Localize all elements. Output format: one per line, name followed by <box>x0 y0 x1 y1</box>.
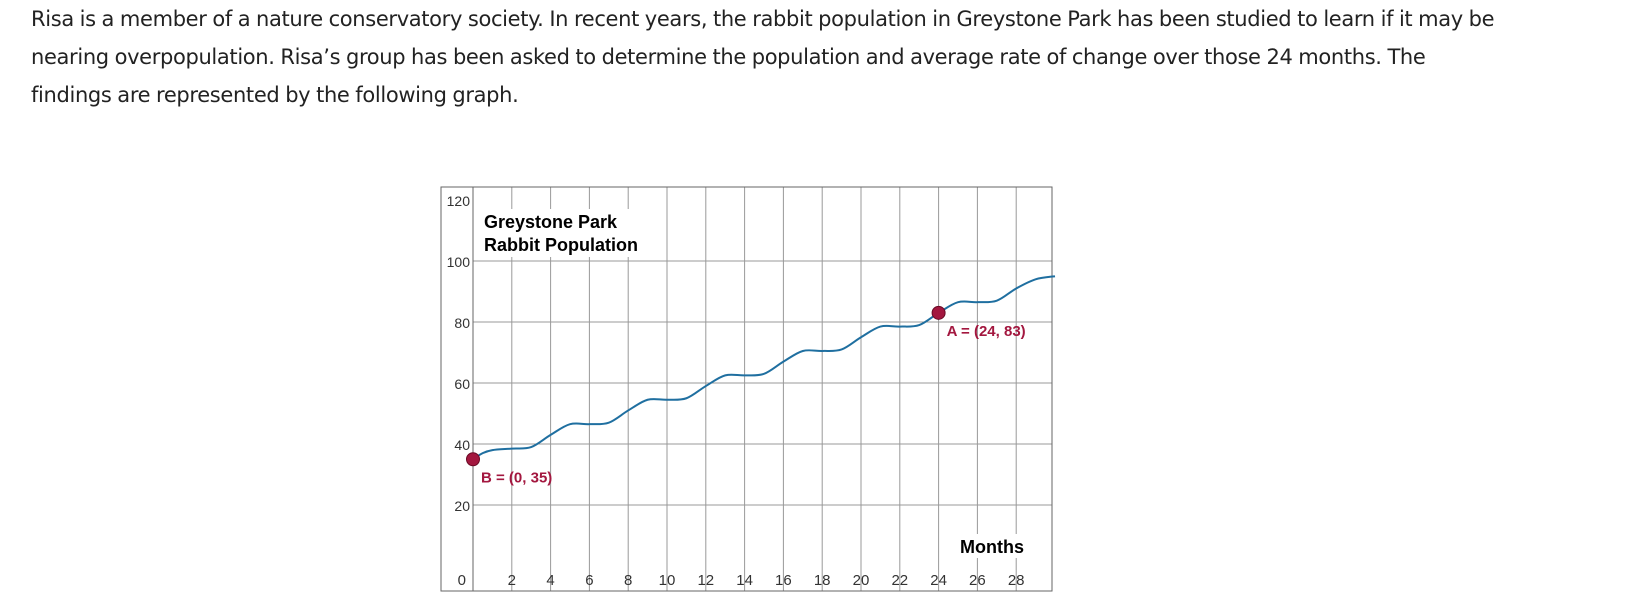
x-tick-label: 2 <box>508 572 516 589</box>
title-background <box>481 209 646 257</box>
chart-frame <box>440 186 1053 592</box>
problem-text: Risa is a member of a nature conservator… <box>31 7 1495 107</box>
y-tick-label: 80 <box>454 315 470 331</box>
y-tick-label: 20 <box>454 498 470 514</box>
x-tick-label: 4 <box>546 572 554 589</box>
x-tick-label: 28 <box>1008 572 1025 589</box>
x-tick-label: 0 <box>458 572 466 589</box>
chart-title-line1: Greystone Park <box>484 212 618 232</box>
horizontal-gridlines <box>473 260 1052 506</box>
y-tick-label: 60 <box>454 376 470 392</box>
y-tick-label: 40 <box>454 437 470 453</box>
x-tick-label: 18 <box>814 572 831 589</box>
population-curve <box>472 275 1056 461</box>
x-tick-label: 20 <box>853 572 870 589</box>
xlabel-background <box>958 534 1028 558</box>
point-b-marker <box>466 452 480 467</box>
point-a-label: A = (24, 83) <box>947 323 1026 340</box>
x-tick-label: 14 <box>736 572 753 589</box>
chart-title-line2: Rabbit Population <box>484 235 638 255</box>
y-tick-labels: 20 40 60 80 100 120 <box>447 193 471 514</box>
x-tick-label: 12 <box>697 572 714 589</box>
y-tick-label: 120 <box>447 193 471 209</box>
point-a-marker <box>931 305 946 320</box>
x-tick-label: 26 <box>969 572 986 589</box>
x-tick-label: 16 <box>775 572 792 589</box>
point-b-label: B = (0, 35) <box>481 469 552 486</box>
y-tick-label: 100 <box>447 254 471 270</box>
x-tick-labels: 0 2 4 6 8 10 12 14 16 18 20 22 24 26 28 <box>458 572 1025 589</box>
labeled-points: A = (24, 83) B = (0, 35) <box>466 305 1026 486</box>
x-tick-label: 22 <box>891 572 908 589</box>
x-tick-label: 24 <box>930 572 947 589</box>
x-tick-label: 8 <box>624 572 632 589</box>
x-tick-label: 6 <box>585 572 593 589</box>
x-axis-label: Months <box>960 537 1024 557</box>
x-tick-label: 10 <box>659 572 676 589</box>
